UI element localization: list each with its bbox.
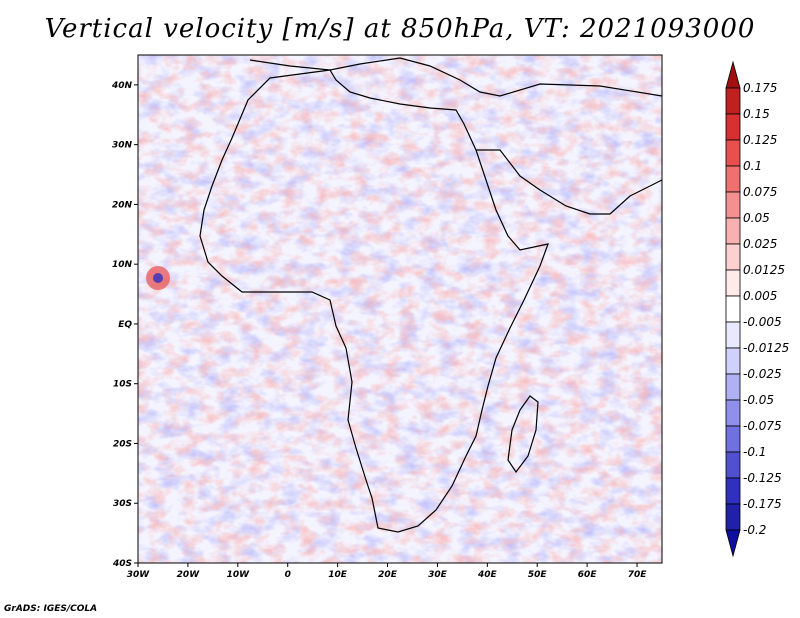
lat-tick-label: 20N	[112, 200, 133, 210]
page-title: Vertical velocity [m/s] at 850hPa, VT: 2…	[44, 14, 756, 44]
colorbar-swatch	[725, 60, 741, 89]
colorbar-swatch	[725, 295, 741, 323]
lon-axis: 30W 20W 10W 0 10E 20E 30E 40E 50E 60E 70E	[127, 563, 647, 580]
colorbar-level-label: 0.0125	[743, 263, 785, 277]
lon-tick-label: 30E	[428, 570, 448, 580]
lat-axis: 40N 30N 20N 10N EQ 10S 20S 30S 40S	[111, 81, 138, 569]
lon-tick-label: 50E	[528, 570, 548, 580]
colorbar-level-label: -0.0125	[743, 341, 789, 355]
colorbar-swatch	[725, 347, 741, 375]
coastlines	[199, 57, 662, 533]
lat-tick-label: 40N	[111, 81, 133, 91]
colorbar-level-label: 0.05	[743, 211, 770, 225]
colorbar-swatch	[725, 451, 741, 479]
lon-tick-label: 30W	[127, 570, 151, 580]
colorbar-swatch	[725, 269, 741, 297]
lat-tick-label: 30N	[112, 141, 133, 151]
colorbar-level-label: -0.05	[743, 393, 774, 407]
lat-tick-label: 20S	[113, 439, 132, 449]
colorbar-swatch	[725, 113, 741, 141]
colorbar-level-label: -0.2	[743, 523, 766, 537]
colorbar-level-label: 0.005	[743, 289, 777, 303]
lon-tick-label: 10E	[328, 570, 348, 580]
colorbar-level-label: 0.1	[743, 159, 762, 173]
colorbar-swatch	[725, 87, 741, 115]
lat-tick-label: 10S	[113, 380, 132, 390]
colorbar-swatch	[725, 529, 741, 558]
lat-tick-label: 10N	[112, 260, 133, 270]
lon-tick-label: 0	[285, 570, 291, 580]
colorbar-level-label: 0.15	[743, 107, 770, 121]
lon-tick-label: 20E	[378, 570, 398, 580]
lon-tick-label: 40E	[477, 570, 498, 580]
colorbar-swatch	[725, 243, 741, 271]
colorbar-level-label: -0.075	[743, 419, 782, 433]
colorbar-level-label: 0.025	[743, 237, 777, 251]
lon-tick-label: 10W	[227, 570, 251, 580]
colorbar-swatch	[725, 191, 741, 219]
lat-tick-label: EQ	[118, 320, 132, 330]
colorbar-level-label: 0.125	[743, 133, 777, 147]
colorbar-swatch	[725, 399, 741, 427]
colorbar-level-label: 0.175	[743, 81, 777, 95]
colorbar-level-label: -0.1	[743, 445, 766, 459]
colorbar-level-label: -0.005	[743, 315, 782, 329]
lat-tick-label: 30S	[113, 499, 132, 509]
grads-credit: GrADS: IGES/COLA	[4, 604, 98, 614]
europe-coastline	[249, 57, 662, 97]
lat-tick-label: 40S	[112, 559, 132, 569]
colorbar-swatch	[725, 217, 741, 245]
colorbar-swatch	[725, 425, 741, 453]
colorbar-swatch	[725, 165, 741, 193]
madagascar-coastline	[507, 395, 539, 474]
colorbar-swatch	[725, 503, 741, 531]
colorbar-swatch	[725, 321, 741, 349]
colorbar-swatch	[725, 139, 741, 167]
lon-tick-label: 70E	[628, 570, 648, 580]
velocity-field	[138, 55, 662, 563]
colorbar-level-label: 0.075	[743, 185, 777, 199]
plot-frame	[137, 54, 663, 564]
arabia-coastline	[476, 149, 662, 215]
colorbar-swatch	[725, 477, 741, 505]
lon-tick-label: 60E	[578, 570, 598, 580]
lon-tick-label: 20W	[177, 570, 201, 580]
colorbar-swatch	[725, 373, 741, 401]
colorbar-level-label: -0.025	[743, 367, 782, 381]
colorbar-level-label: -0.175	[743, 497, 782, 511]
colorbar-level-label: -0.125	[743, 471, 782, 485]
colorbar: 0.175 0.15 0.125 0.1 0.075 0.05 0.025 0.0125 0.0…	[725, 60, 789, 558]
